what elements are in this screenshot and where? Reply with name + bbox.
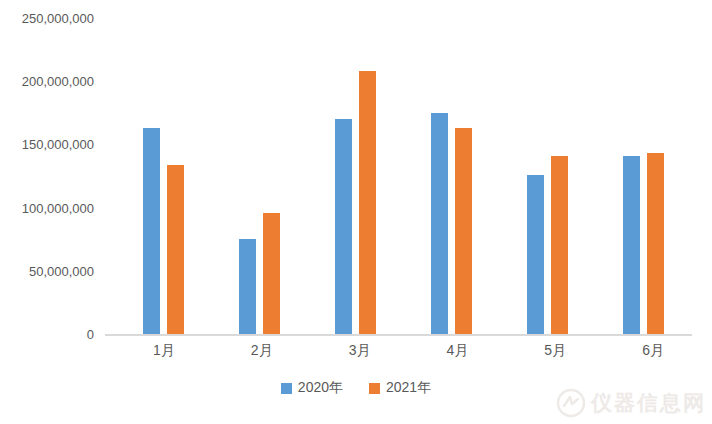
x-tick-label: 6月 — [604, 342, 702, 360]
y-axis: 250,000,000200,000,000150,000,000100,000… — [0, 18, 96, 334]
bar-2020年-5月 — [527, 175, 544, 334]
y-tick-label: 0 — [87, 327, 94, 342]
bar-group — [404, 18, 500, 334]
legend-item: 2020年 — [281, 379, 343, 397]
bar-group — [211, 18, 307, 334]
bar-2020年-4月 — [431, 113, 448, 334]
legend-label: 2020年 — [298, 379, 343, 397]
x-tick-label: 4月 — [408, 342, 506, 360]
bar-2021年-5月 — [551, 156, 568, 334]
y-tick-label: 50,000,000 — [29, 263, 94, 278]
bar-2020年-2月 — [239, 239, 256, 334]
bar-2020年-6月 — [623, 156, 640, 334]
legend-item: 2021年 — [369, 379, 431, 397]
plot-area — [105, 18, 692, 336]
legend-swatch-icon — [281, 383, 292, 394]
x-tick-label: 3月 — [311, 342, 409, 360]
bar-group — [115, 18, 211, 334]
y-tick-label: 250,000,000 — [22, 11, 94, 26]
bar-2020年-1月 — [143, 128, 160, 334]
x-tick-label: 5月 — [506, 342, 604, 360]
x-axis: 1月2月3月4月5月6月 — [105, 342, 702, 360]
legend-label: 2021年 — [386, 379, 431, 397]
bar-2021年-6月 — [647, 153, 664, 334]
bars-container — [105, 18, 692, 334]
bar-2021年-3月 — [359, 71, 376, 334]
y-tick-label: 100,000,000 — [22, 200, 94, 215]
watermark: 仪器信息网 — [556, 388, 706, 418]
y-tick-label: 200,000,000 — [22, 74, 94, 89]
x-tick-label: 1月 — [115, 342, 213, 360]
bar-2021年-4月 — [455, 128, 472, 334]
bar-group — [307, 18, 403, 334]
x-tick-label: 2月 — [213, 342, 311, 360]
bar-group — [500, 18, 596, 334]
bar-2021年-1月 — [167, 165, 184, 334]
watermark-logo-icon — [556, 388, 586, 418]
y-tick-label: 150,000,000 — [22, 137, 94, 152]
bar-2020年-3月 — [335, 119, 352, 334]
bar-group — [596, 18, 692, 334]
bar-2021年-2月 — [263, 213, 280, 334]
legend-swatch-icon — [369, 383, 380, 394]
watermark-text: 仪器信息网 — [591, 389, 706, 417]
bar-chart: 250,000,000 200,000,000 150,000,000 100,000… — [0, 0, 712, 424]
